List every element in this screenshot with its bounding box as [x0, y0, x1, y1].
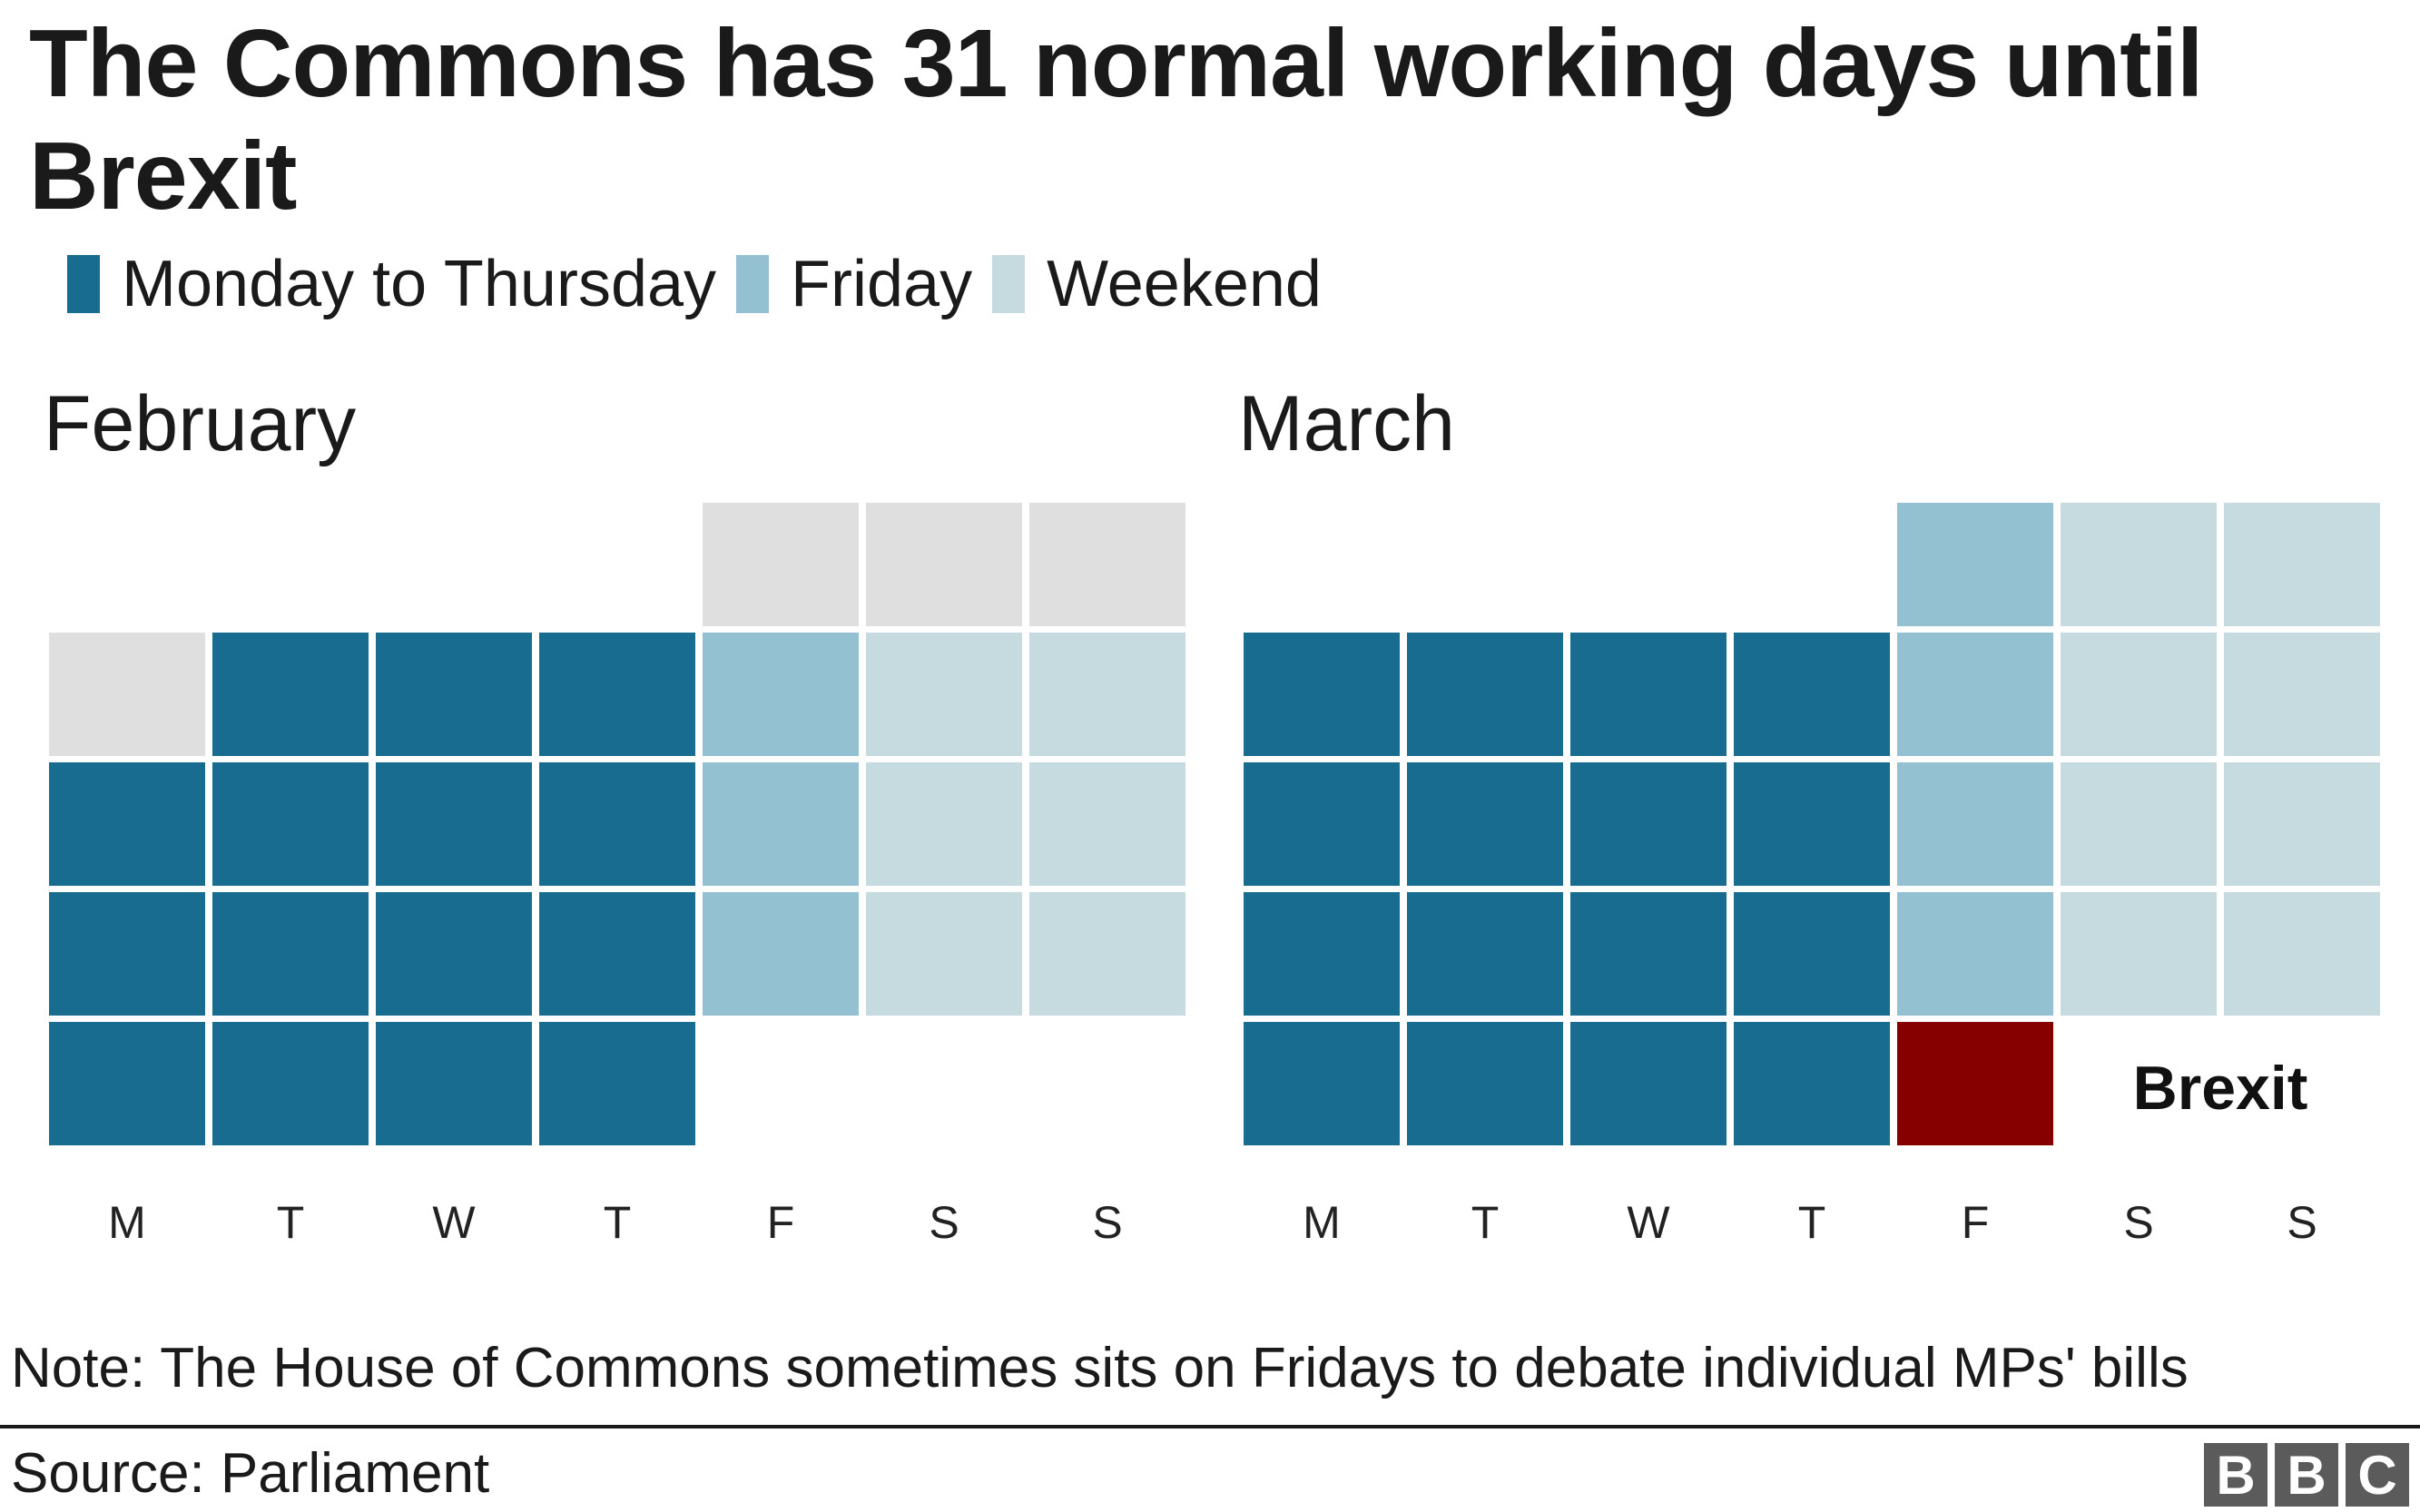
cell-mon-thu — [1570, 633, 1726, 756]
weekday-label: S — [2123, 1197, 2154, 1248]
cell-mon-thu — [376, 1022, 532, 1145]
weekday-label: T — [603, 1197, 632, 1248]
cell-mon-thu — [1734, 762, 1890, 886]
cell-mon-thu — [1244, 633, 1400, 756]
chart-source: Source: Parliament — [11, 1442, 490, 1505]
cell-weekend — [2061, 892, 2217, 1016]
cell-outside-month — [866, 503, 1022, 626]
bbc-logo: B B C — [2204, 1443, 2409, 1507]
cell-weekend — [1029, 633, 1185, 756]
cell-mon-thu — [1244, 892, 1400, 1016]
cell-friday — [1897, 762, 2053, 886]
legend-label-friday: Friday — [791, 248, 973, 320]
chart-title: The Commons has 31 normal working days u… — [29, 10, 2203, 230]
cell-mon-thu — [1407, 1022, 1563, 1145]
cell-mon-thu — [1570, 892, 1726, 1016]
weekday-label: W — [1627, 1197, 1670, 1248]
logo-letter: B — [2204, 1443, 2268, 1507]
weekday-label: F — [766, 1197, 795, 1248]
logo-letter: C — [2346, 1443, 2409, 1507]
cell-weekend — [1029, 762, 1185, 886]
cell-mon-thu — [49, 1022, 205, 1145]
cell-mon-thu — [1244, 1022, 1400, 1145]
cell-mon-thu — [1734, 1022, 1890, 1145]
footer-divider — [0, 1425, 2420, 1429]
cell-mon-thu — [212, 892, 369, 1016]
cell-mon-thu — [1570, 762, 1726, 886]
weekday-label: W — [432, 1197, 476, 1248]
cell-mon-thu — [376, 762, 532, 886]
month-title-march: March — [1238, 380, 1455, 467]
legend-label-mon-thu: Monday to Thursday — [122, 248, 717, 320]
cell-mon-thu — [376, 892, 532, 1016]
cell-mon-thu — [376, 633, 532, 756]
cell-mon-thu — [49, 762, 205, 886]
cell-mon-thu — [1407, 633, 1563, 756]
cell-mon-thu — [1734, 892, 1890, 1016]
cell-friday — [703, 892, 859, 1016]
cell-friday — [703, 762, 859, 886]
cell-weekend — [1029, 892, 1185, 1016]
cell-mon-thu — [212, 633, 369, 756]
cell-mon-thu — [539, 762, 695, 886]
cell-mon-thu — [539, 633, 695, 756]
cell-mon-thu — [49, 892, 205, 1016]
cell-weekend — [2061, 503, 2217, 626]
cell-mon-thu — [212, 762, 369, 886]
weekday-label: S — [2287, 1197, 2317, 1248]
cell-brexit-day — [1897, 1022, 2053, 1145]
cell-weekend — [2224, 892, 2380, 1016]
chart-note: Note: The House of Commons sometimes sit… — [11, 1337, 2189, 1399]
legend-swatch-friday — [736, 255, 770, 313]
cell-outside-month — [1029, 503, 1185, 626]
legend-swatch-mon-thu — [67, 255, 100, 313]
cell-mon-thu — [1734, 633, 1890, 756]
cell-weekend — [866, 633, 1022, 756]
weekday-label: T — [276, 1197, 305, 1248]
cell-weekend — [2224, 762, 2380, 886]
cell-mon-thu — [539, 1022, 695, 1145]
cell-weekend — [2061, 633, 2217, 756]
cell-outside-month — [49, 633, 205, 756]
legend-label-weekend: Weekend — [1047, 248, 1322, 320]
legend-swatch-weekend — [992, 255, 1026, 313]
cell-weekend — [2061, 762, 2217, 886]
cell-weekend — [2224, 633, 2380, 756]
month-title-february: February — [44, 380, 357, 467]
weekday-label: T — [1797, 1197, 1826, 1248]
cell-weekend — [866, 892, 1022, 1016]
cell-mon-thu — [1244, 762, 1400, 886]
weekday-label: S — [1092, 1197, 1123, 1248]
cell-mon-thu — [1570, 1022, 1726, 1145]
weekday-label: M — [108, 1197, 146, 1248]
cell-mon-thu — [212, 1022, 369, 1145]
weekday-label: M — [1303, 1197, 1341, 1248]
weekday-label: S — [929, 1197, 959, 1248]
legend: Monday to Thursday Friday Weekend — [67, 248, 1342, 320]
weekday-label: T — [1471, 1197, 1500, 1248]
brexit-annotation: Brexit — [2132, 1054, 2308, 1123]
cell-weekend — [2224, 503, 2380, 626]
cell-friday — [1897, 892, 2053, 1016]
cell-mon-thu — [539, 892, 695, 1016]
cell-outside-month — [703, 503, 859, 626]
cell-friday — [703, 633, 859, 756]
cell-mon-thu — [1407, 892, 1563, 1016]
logo-letter: B — [2275, 1443, 2338, 1507]
weekday-label: F — [1961, 1197, 1990, 1248]
cell-weekend — [866, 762, 1022, 886]
cell-friday — [1897, 633, 2053, 756]
cell-friday — [1897, 503, 2053, 626]
cell-mon-thu — [1407, 762, 1563, 886]
